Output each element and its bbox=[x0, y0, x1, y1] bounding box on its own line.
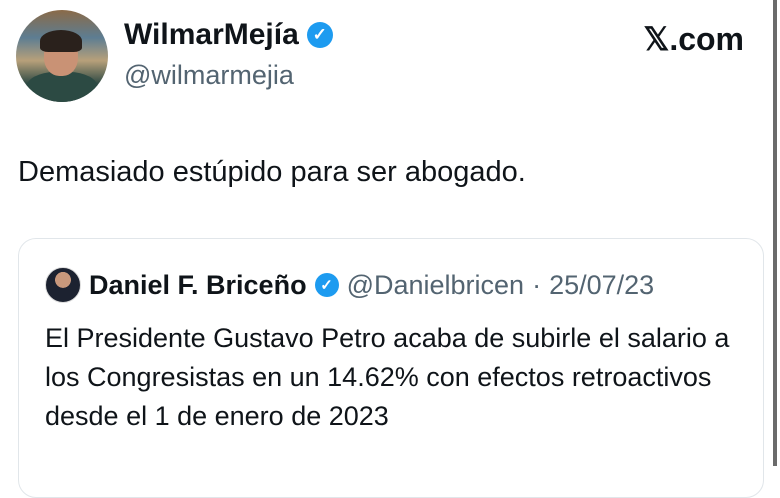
quoted-text: El Presidente Gustavo Petro acaba de sub… bbox=[45, 323, 730, 431]
quoted-author-handle[interactable]: @Danielbricen bbox=[346, 269, 525, 300]
quoted-date[interactable]: 25/07/23 bbox=[549, 269, 655, 300]
quoted-avatar[interactable] bbox=[45, 267, 81, 303]
quoted-header: Daniel F. Briceño ✓ @Danielbricen · 25/07/… bbox=[45, 267, 654, 303]
avatar-hair bbox=[40, 30, 82, 52]
x-logo: 𝕏.com bbox=[643, 21, 744, 57]
quoted-tweet[interactable]: Daniel F. Briceño ✓ @Danielbricen · 25/07/… bbox=[18, 238, 764, 498]
verified-badge-icon: ✓ bbox=[314, 273, 339, 297]
quoted-author-name[interactable]: Daniel F. Briceño bbox=[89, 269, 307, 300]
screen-edge bbox=[773, 0, 777, 466]
verified-badge-icon: ✓ bbox=[306, 22, 333, 48]
avatar-body bbox=[26, 72, 98, 102]
separator: · bbox=[532, 269, 542, 300]
author-handle[interactable]: @wilmarmejia bbox=[124, 60, 294, 90]
tweet-text: Demasiado estúpido para ser abogado. bbox=[18, 156, 526, 188]
author-name-row[interactable]: WilmarMejía ✓ bbox=[124, 18, 333, 52]
author-name[interactable]: WilmarMejía bbox=[124, 18, 299, 51]
author-avatar[interactable] bbox=[16, 10, 108, 102]
